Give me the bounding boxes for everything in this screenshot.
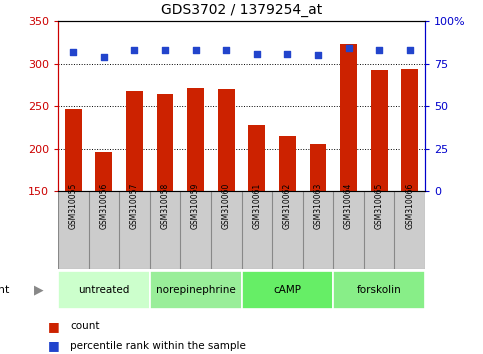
Point	[284, 51, 291, 56]
Bar	[401, 69, 418, 191]
Bar	[58, 271, 150, 309]
Point	[130, 47, 138, 53]
Text: count: count	[70, 321, 99, 331]
Point	[314, 52, 322, 58]
Text: agent: agent	[0, 285, 10, 295]
Point	[161, 47, 169, 53]
Bar	[96, 152, 112, 191]
Text: GSM310058: GSM310058	[160, 182, 170, 229]
Bar	[187, 88, 204, 191]
Text: GSM310065: GSM310065	[375, 182, 384, 229]
Point	[253, 51, 261, 56]
Point	[406, 47, 413, 53]
Bar	[150, 271, 242, 309]
Bar	[371, 70, 387, 191]
Point	[192, 47, 199, 53]
Bar	[279, 136, 296, 191]
Text: ■: ■	[48, 339, 60, 352]
Bar	[218, 89, 235, 191]
Text: GSM310061: GSM310061	[252, 182, 261, 229]
Text: GSM310064: GSM310064	[344, 182, 353, 229]
Text: GSM310066: GSM310066	[405, 182, 414, 229]
Text: cAMP: cAMP	[273, 285, 301, 295]
Point	[100, 54, 108, 60]
Text: GSM310063: GSM310063	[313, 182, 323, 229]
Bar	[310, 144, 327, 191]
Bar	[242, 271, 333, 309]
Text: GSM310057: GSM310057	[130, 182, 139, 229]
Bar	[156, 94, 173, 191]
Point	[70, 49, 77, 55]
Text: GSM310056: GSM310056	[99, 182, 108, 229]
Bar	[248, 125, 265, 191]
Text: norepinephrine: norepinephrine	[156, 285, 236, 295]
Bar	[126, 91, 143, 191]
Text: percentile rank within the sample: percentile rank within the sample	[70, 341, 246, 350]
Text: GSM310055: GSM310055	[69, 182, 78, 229]
Text: GSM310062: GSM310062	[283, 182, 292, 229]
Point	[345, 46, 353, 51]
Text: untreated: untreated	[78, 285, 129, 295]
Bar	[340, 44, 357, 191]
Bar	[333, 271, 425, 309]
Title: GDS3702 / 1379254_at: GDS3702 / 1379254_at	[161, 4, 322, 17]
Text: GSM310059: GSM310059	[191, 182, 200, 229]
Text: forskolin: forskolin	[357, 285, 401, 295]
Text: ▶: ▶	[34, 284, 43, 297]
Text: GSM310060: GSM310060	[222, 182, 231, 229]
Bar	[65, 109, 82, 191]
Text: ■: ■	[48, 320, 60, 333]
Point	[222, 47, 230, 53]
Point	[375, 47, 383, 53]
